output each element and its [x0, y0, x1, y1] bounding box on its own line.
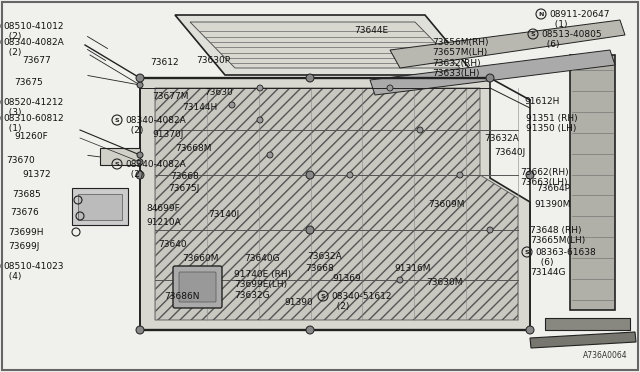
Text: 08520-41212
  (3): 08520-41212 (3)	[3, 98, 63, 118]
Text: 73612: 73612	[150, 58, 179, 67]
Text: 84699F: 84699F	[146, 204, 180, 213]
Circle shape	[306, 226, 314, 234]
Text: 91210A: 91210A	[146, 218, 180, 227]
Text: 73677M: 73677M	[152, 92, 189, 101]
Text: 73699H: 73699H	[8, 228, 44, 237]
Text: 08340-4082A
  (2): 08340-4082A (2)	[125, 116, 186, 135]
Text: 08340-4082A
  (2): 08340-4082A (2)	[3, 38, 64, 57]
Circle shape	[487, 227, 493, 233]
Text: 73675: 73675	[14, 78, 43, 87]
Text: 73660M: 73660M	[182, 254, 218, 263]
Polygon shape	[190, 22, 460, 68]
Text: 73140J: 73140J	[208, 210, 239, 219]
Text: S: S	[115, 118, 119, 122]
Circle shape	[137, 82, 143, 88]
Text: 73630: 73630	[204, 88, 233, 97]
Circle shape	[136, 171, 144, 179]
Text: 73677: 73677	[22, 56, 51, 65]
Circle shape	[486, 74, 494, 82]
Circle shape	[347, 172, 353, 178]
Circle shape	[526, 171, 534, 179]
Text: 73675J: 73675J	[168, 184, 200, 193]
Text: 08510-41012
  (2): 08510-41012 (2)	[3, 22, 63, 41]
Circle shape	[137, 159, 143, 165]
Circle shape	[137, 152, 143, 158]
Text: 73648 (RH)
73665M(LH): 73648 (RH) 73665M(LH)	[530, 226, 585, 246]
Text: 73640: 73640	[158, 240, 187, 249]
Circle shape	[397, 277, 403, 283]
Text: 08911-20647
  (1): 08911-20647 (1)	[549, 10, 609, 29]
Text: 91372: 91372	[22, 170, 51, 179]
Text: 91351 (RH)
91350 (LH): 91351 (RH) 91350 (LH)	[526, 114, 578, 134]
Circle shape	[136, 74, 144, 82]
Text: 73144H: 73144H	[182, 103, 217, 112]
Text: 73686N: 73686N	[164, 292, 200, 301]
Polygon shape	[100, 148, 140, 165]
Polygon shape	[545, 318, 630, 330]
Polygon shape	[570, 55, 615, 310]
Text: 73664P: 73664P	[536, 184, 570, 193]
Polygon shape	[530, 332, 636, 348]
Text: 08310-60812
  (1): 08310-60812 (1)	[3, 114, 63, 134]
Text: 73609M: 73609M	[428, 200, 465, 209]
Text: 73632A: 73632A	[484, 134, 519, 143]
Text: 73640J: 73640J	[494, 148, 525, 157]
Text: 73668: 73668	[170, 172, 199, 181]
Text: 91740E (RH)
73699E(LH)
73632G: 91740E (RH) 73699E(LH) 73632G	[234, 270, 291, 300]
Text: 08363-61638
  (6): 08363-61638 (6)	[535, 248, 596, 267]
Text: S: S	[115, 161, 119, 167]
FancyBboxPatch shape	[173, 266, 222, 308]
Text: 73640G: 73640G	[244, 254, 280, 263]
Polygon shape	[175, 15, 475, 75]
Circle shape	[306, 171, 314, 179]
Circle shape	[306, 74, 314, 82]
Text: 91260F: 91260F	[14, 132, 48, 141]
Text: 91369: 91369	[332, 274, 361, 283]
Text: N: N	[538, 12, 544, 16]
Text: 73668: 73668	[305, 264, 333, 273]
Circle shape	[306, 326, 314, 334]
Polygon shape	[370, 50, 615, 95]
Circle shape	[387, 85, 393, 91]
Text: 73644E: 73644E	[354, 26, 388, 35]
Circle shape	[417, 127, 423, 133]
Circle shape	[136, 326, 144, 334]
Polygon shape	[390, 20, 625, 68]
Text: 73662(RH)
73663(LH): 73662(RH) 73663(LH)	[520, 168, 568, 187]
Text: 73144G: 73144G	[530, 268, 566, 277]
Text: 73668M: 73668M	[175, 144, 211, 153]
Text: 91370J: 91370J	[152, 130, 184, 139]
Text: 91390M: 91390M	[534, 200, 570, 209]
Text: 08510-41023
  (4): 08510-41023 (4)	[3, 262, 63, 281]
Text: 73656M(RH)
73657M(LH)
73632(RH)
73633(LH): 73656M(RH) 73657M(LH) 73632(RH) 73633(LH…	[432, 38, 488, 78]
Text: 91316M: 91316M	[394, 264, 431, 273]
Text: S: S	[321, 294, 325, 298]
Text: 73630P: 73630P	[196, 56, 230, 65]
Text: S: S	[531, 32, 535, 36]
Text: 73670: 73670	[6, 156, 35, 165]
Text: 91390: 91390	[284, 298, 313, 307]
Circle shape	[526, 326, 534, 334]
Text: S: S	[525, 250, 529, 254]
Circle shape	[229, 102, 235, 108]
Text: 08340-51612
  (2): 08340-51612 (2)	[331, 292, 392, 311]
Circle shape	[457, 172, 463, 178]
Circle shape	[267, 152, 273, 158]
Polygon shape	[78, 194, 122, 220]
Polygon shape	[155, 88, 518, 320]
Text: A736A0064: A736A0064	[584, 351, 628, 360]
Text: 73630M: 73630M	[426, 278, 463, 287]
Text: 91612H: 91612H	[524, 97, 559, 106]
Text: 73676: 73676	[10, 208, 39, 217]
Polygon shape	[140, 78, 530, 330]
Text: 73632A: 73632A	[307, 252, 342, 261]
Text: 08340-4082A
  (2): 08340-4082A (2)	[125, 160, 186, 179]
Text: 08513-40805
  (6): 08513-40805 (6)	[541, 30, 602, 49]
Circle shape	[257, 117, 263, 123]
Circle shape	[257, 85, 263, 91]
Text: 73699J: 73699J	[8, 242, 40, 251]
FancyBboxPatch shape	[179, 272, 216, 302]
Polygon shape	[72, 188, 128, 225]
Text: 73685: 73685	[12, 190, 41, 199]
